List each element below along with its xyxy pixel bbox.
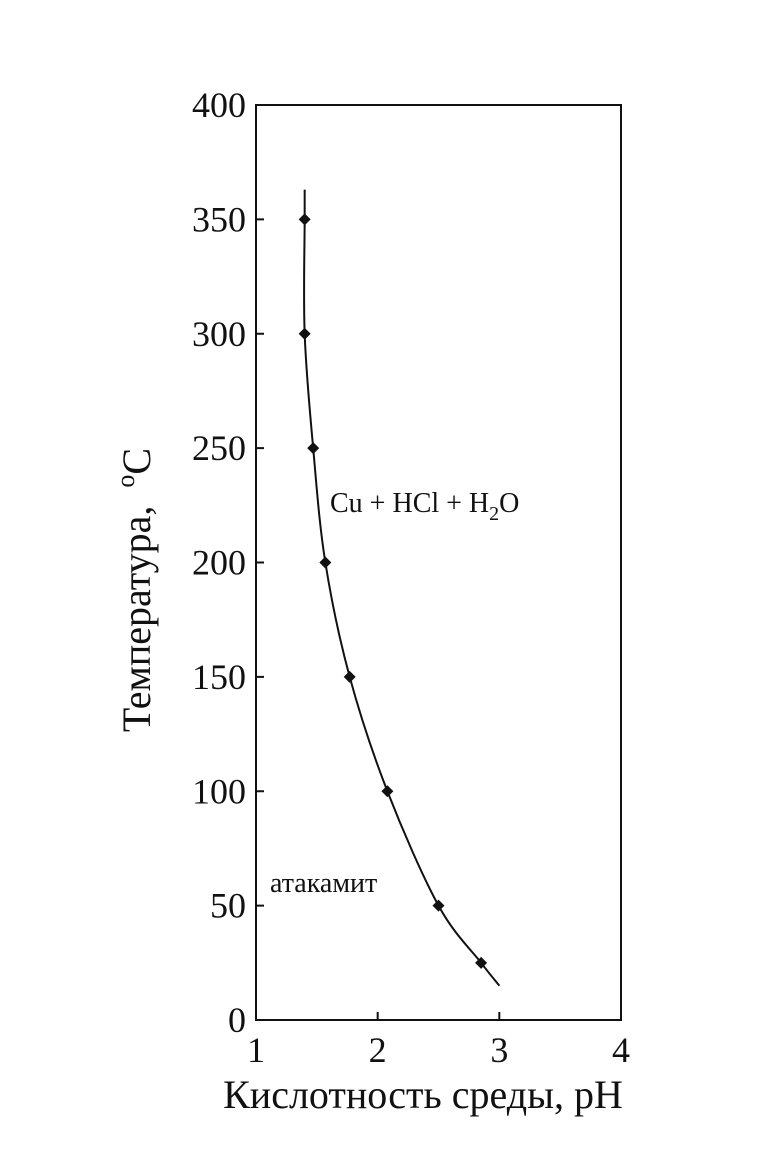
series-curve [303,189,501,987]
data-point-marker [475,956,488,969]
x-tick-label: 2 [369,1030,387,1070]
data-point-marker [298,327,311,340]
y-tick-label: 200 [192,543,246,583]
x-tick-label: 3 [490,1030,508,1070]
y-tick-label: 400 [192,85,246,125]
region-label-lower: атакамит [270,868,377,899]
y-axis-title: Температура, oC [111,448,159,732]
y-axis-ticks: 0 50 100 150 200 250 300 350 400 [192,85,264,1040]
data-point-marker [432,899,445,912]
x-tick-label: 4 [612,1030,630,1070]
region-label-upper: Cu + HCl + H2O [330,488,519,525]
x-axis-title: Кислотность среды, pH [223,1072,623,1117]
data-point-marker [307,442,320,455]
x-axis-ticks: 1 2 3 4 [247,1012,630,1070]
y-tick-label: 100 [192,771,246,811]
y-tick-label: 150 [192,657,246,697]
series-markers [298,213,488,969]
x-tick-label: 1 [247,1030,265,1070]
data-point-marker [298,213,311,226]
y-tick-label: 300 [192,314,246,354]
y-tick-label: 250 [192,428,246,468]
y-tick-label: 50 [210,886,246,926]
y-tick-label: 350 [192,199,246,239]
data-point-marker [319,556,332,569]
y-tick-label: 0 [228,1000,246,1040]
data-point-marker [381,785,394,798]
data-point-marker [343,670,356,683]
